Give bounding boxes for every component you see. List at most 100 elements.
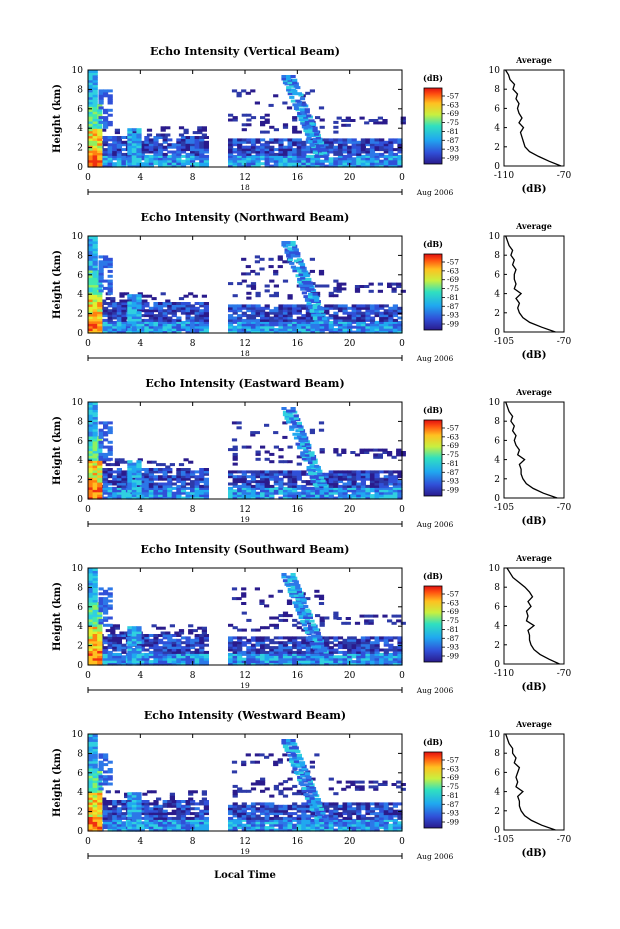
heatmap-cell: [148, 486, 154, 490]
heatmap-cell: [153, 491, 159, 495]
heatmap-cell: [273, 311, 279, 315]
colorbar-tick-label: -57: [447, 424, 459, 433]
heatmap-cell: [347, 311, 353, 315]
heatmap-cell: [287, 445, 293, 449]
heatmap-cell: [190, 821, 196, 825]
heatmap-cell: [365, 316, 371, 320]
x-tick-label: 16: [292, 339, 304, 349]
heatmap-cell: [228, 641, 234, 645]
heatmap-cell: [356, 145, 362, 149]
heatmap-cell: [98, 606, 104, 610]
heatmap-cell: [383, 650, 389, 654]
heatmap-cell: [171, 826, 177, 830]
heatmap-cell: [301, 643, 307, 647]
heatmap-cell: [333, 145, 339, 149]
heatmap-cell: [158, 162, 164, 166]
heatmap-cell: [197, 626, 203, 630]
heatmap-cell: [136, 162, 142, 166]
heatmap-cell: [356, 484, 362, 488]
heatmap-cell: [374, 818, 380, 822]
heatmap-cell: [301, 145, 307, 149]
heatmap-cell: [269, 828, 275, 832]
heatmap-cell: [153, 655, 159, 659]
heatmap-cell: [88, 482, 94, 485]
heatmap-cell: [103, 636, 109, 640]
heatmap-cell: [342, 486, 348, 490]
heatmap-cell: [282, 611, 289, 615]
heatmap-cell: [167, 486, 173, 490]
heatmap-cell: [287, 81, 293, 85]
heatmap-cell: [282, 482, 289, 486]
heatmap-cell: [176, 140, 182, 144]
heatmap-cell: [197, 128, 203, 132]
heatmap-cell: [228, 138, 234, 142]
heatmap-cell: [237, 145, 243, 149]
heatmap-cell: [269, 140, 275, 144]
heatmap-cell: [307, 624, 314, 628]
heatmap-cell: [324, 821, 330, 825]
heatmap-cell: [246, 480, 252, 484]
heatmap-cell: [92, 657, 98, 661]
heatmap-cell: [273, 164, 279, 168]
heatmap-cell: [194, 636, 200, 640]
heatmap-cell: [121, 154, 127, 158]
heatmap-cell: [365, 330, 371, 334]
heatmap-cell: [112, 164, 118, 168]
heatmap-cell: [342, 818, 348, 822]
avg-x-label: (dB): [522, 516, 547, 527]
heatmap-cell: [347, 638, 353, 642]
heatmap-cell: [383, 643, 389, 647]
heatmap-cell: [171, 304, 177, 308]
heatmap-cell: [345, 116, 351, 120]
heatmap-cell: [273, 662, 279, 666]
heatmap-cell: [305, 641, 311, 645]
heatmap-cell: [351, 648, 357, 652]
heatmap-cell: [255, 164, 261, 168]
heatmap-cell: [162, 320, 168, 324]
heatmap-cell: [356, 652, 362, 656]
heatmap-cell: [107, 457, 113, 461]
heatmap-cell: [260, 154, 266, 158]
heatmap-cell: [139, 309, 145, 313]
heatmap-cell: [323, 486, 329, 490]
heatmap-cell: [144, 314, 150, 318]
heatmap-cell: [369, 477, 376, 481]
heatmap-cell: [250, 650, 257, 654]
heatmap-cell: [107, 800, 113, 803]
heatmap-cell: [97, 648, 103, 651]
heatmap-cell: [311, 147, 317, 151]
heatmap-cell: [131, 294, 137, 298]
heatmap-cell: [185, 140, 191, 144]
heatmap-cell: [88, 594, 94, 598]
heatmap-cell: [116, 157, 122, 161]
heatmap-cell: [180, 641, 187, 645]
heatmap-cell: [300, 101, 306, 105]
heatmap-cell: [241, 643, 247, 647]
heatmap-cell: [232, 164, 238, 168]
heatmap-cell: [97, 140, 103, 144]
heatmap-cell: [103, 809, 109, 813]
heatmap-cell: [369, 164, 376, 168]
heatmap-cell: [92, 448, 98, 452]
heatmap-cell: [269, 823, 275, 827]
x-tick-label: 12: [239, 339, 250, 349]
heatmap-cell: [273, 821, 279, 825]
heatmap-cell: [278, 154, 284, 158]
colorbar: [423, 585, 443, 663]
heatmap-cell: [136, 313, 142, 317]
heatmap-cell: [88, 414, 94, 418]
heatmap-cell: [383, 477, 389, 481]
heatmap-cell: [296, 650, 302, 654]
heatmap-cell: [237, 143, 243, 147]
heatmap-cell: [292, 496, 298, 500]
heatmap-cell: [290, 243, 296, 247]
heatmap-cell: [282, 410, 289, 414]
heatmap-cell: [246, 123, 252, 127]
heatmap-cell: [287, 162, 293, 166]
heatmap-cell: [379, 138, 385, 142]
heatmap-cell: [237, 159, 243, 163]
heatmap-cell: [328, 491, 334, 495]
heatmap-cell: [136, 650, 142, 654]
heatmap-cell: [97, 282, 103, 286]
heatmap-cell: [250, 826, 257, 830]
